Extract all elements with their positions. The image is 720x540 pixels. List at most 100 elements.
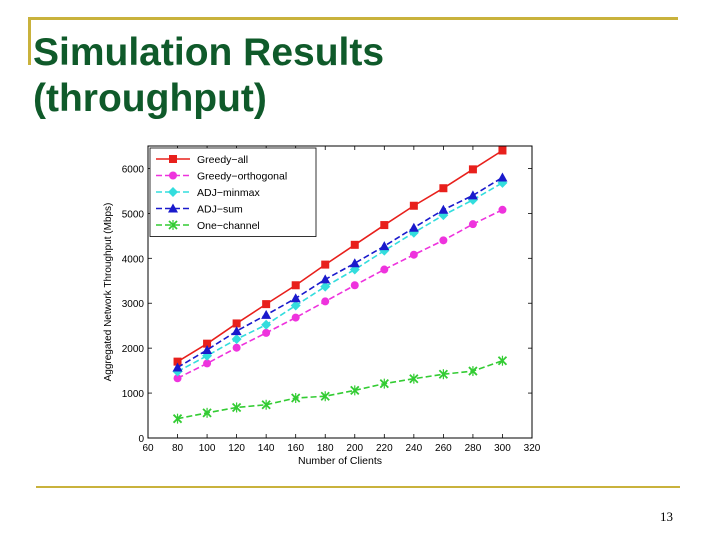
data-point — [262, 328, 271, 337]
data-point — [409, 201, 418, 210]
y-axis-label: Aggregated Network Throughput (Mbps) — [103, 203, 114, 382]
y-tick-label: 5000 — [122, 209, 145, 220]
top-rule — [28, 17, 678, 20]
x-tick-label: 240 — [406, 443, 423, 454]
legend-swatch-marker — [168, 187, 178, 197]
legend: Greedy−all Greedy−orthogonal ADJ−minmax ADJ… — [149, 147, 317, 237]
data-point — [203, 339, 212, 348]
data-point — [291, 393, 301, 404]
chart-svg: 60 80 100 120 140 160 180 200 220 240 260 280 300 320… — [103, 145, 541, 467]
x-tick-label: 260 — [435, 443, 452, 454]
title-line-2: (throughput) — [33, 77, 267, 120]
data-point — [172, 362, 183, 372]
data-point — [320, 281, 331, 292]
data-point — [380, 221, 389, 230]
data-point — [231, 334, 242, 345]
x-tick-label: 140 — [258, 443, 275, 454]
series-line — [177, 359, 503, 420]
data-point — [350, 240, 359, 249]
data-point — [320, 274, 331, 284]
series-1 — [173, 205, 507, 383]
data-point — [290, 300, 301, 311]
data-point — [232, 319, 241, 328]
x-axis-label: Number of Clients — [298, 455, 382, 467]
data-point — [172, 413, 183, 424]
title-line-1: Simulation Results — [33, 31, 385, 74]
slide-title: Simulation Results (throughput) — [33, 30, 384, 122]
x-tick-label: 160 — [287, 443, 304, 454]
data-point — [468, 220, 477, 229]
x-tick-label: 180 — [317, 443, 334, 454]
data-point — [498, 146, 507, 155]
data-point — [438, 204, 449, 214]
data-point — [349, 258, 360, 268]
legend-swatch-marker — [168, 220, 178, 230]
data-point — [261, 309, 272, 319]
series-0 — [173, 146, 507, 366]
bottom-rule — [36, 486, 680, 488]
data-point — [261, 399, 271, 410]
data-point — [468, 165, 477, 174]
left-rule — [28, 17, 31, 65]
data-point — [262, 300, 271, 309]
data-point — [231, 402, 242, 413]
data-point — [291, 313, 300, 322]
data-point — [350, 385, 360, 396]
data-point — [409, 373, 419, 384]
data-point — [439, 236, 448, 245]
legend-label: Greedy−all — [197, 154, 248, 166]
y-tick-label: 3000 — [122, 299, 145, 310]
y-tick-label: 0 — [138, 434, 144, 445]
legend-label: One−channel — [197, 220, 260, 232]
data-point — [438, 369, 449, 380]
legend-label: ADJ−sum — [197, 204, 243, 216]
x-tick-label: 100 — [199, 443, 216, 454]
data-point — [321, 260, 330, 269]
legend-label: ADJ−minmax — [197, 187, 260, 199]
x-tick-label: 300 — [494, 443, 511, 454]
data-point — [497, 177, 508, 188]
x-tick-label: 280 — [465, 443, 482, 454]
data-point — [379, 378, 389, 389]
x-tick-label: 120 — [228, 443, 245, 454]
data-point — [379, 241, 390, 251]
legend-swatch-marker — [169, 171, 177, 180]
series-4 — [172, 355, 508, 424]
y-tick-label: 6000 — [122, 164, 145, 175]
data-point — [202, 344, 213, 354]
data-point — [202, 407, 212, 418]
x-tick-label: 320 — [524, 443, 540, 454]
data-point — [321, 297, 330, 306]
data-point — [498, 205, 507, 214]
data-point — [467, 190, 478, 200]
data-point — [291, 281, 300, 290]
data-point — [467, 194, 478, 205]
series-line — [177, 209, 503, 379]
data-point — [173, 374, 182, 383]
data-point — [290, 293, 301, 303]
data-point — [232, 343, 241, 352]
data-point — [173, 357, 182, 366]
series-line — [177, 149, 503, 363]
data-point — [231, 326, 242, 336]
data-point — [497, 355, 508, 366]
data-point — [468, 366, 478, 377]
x-tick-label: 80 — [172, 443, 184, 454]
data-point — [380, 265, 389, 274]
data-point — [261, 319, 272, 330]
y-tick-label: 2000 — [122, 344, 145, 355]
legend-label: Greedy−orthogonal — [197, 171, 287, 183]
data-point — [203, 359, 212, 368]
x-tick-label: 200 — [346, 443, 363, 454]
data-point — [320, 391, 330, 402]
series-line — [177, 176, 503, 369]
x-tick-label: 220 — [376, 443, 393, 454]
page-number: 13 — [660, 509, 673, 524]
data-point — [439, 184, 448, 193]
legend-swatch-marker — [168, 203, 178, 213]
y-tick-label: 1000 — [122, 389, 145, 400]
series-3 — [172, 172, 508, 372]
throughput-chart: 60 80 100 120 140 160 180 200 220 240 260 280 300 320… — [100, 140, 541, 470]
data-point — [350, 281, 359, 290]
data-point — [409, 250, 418, 259]
